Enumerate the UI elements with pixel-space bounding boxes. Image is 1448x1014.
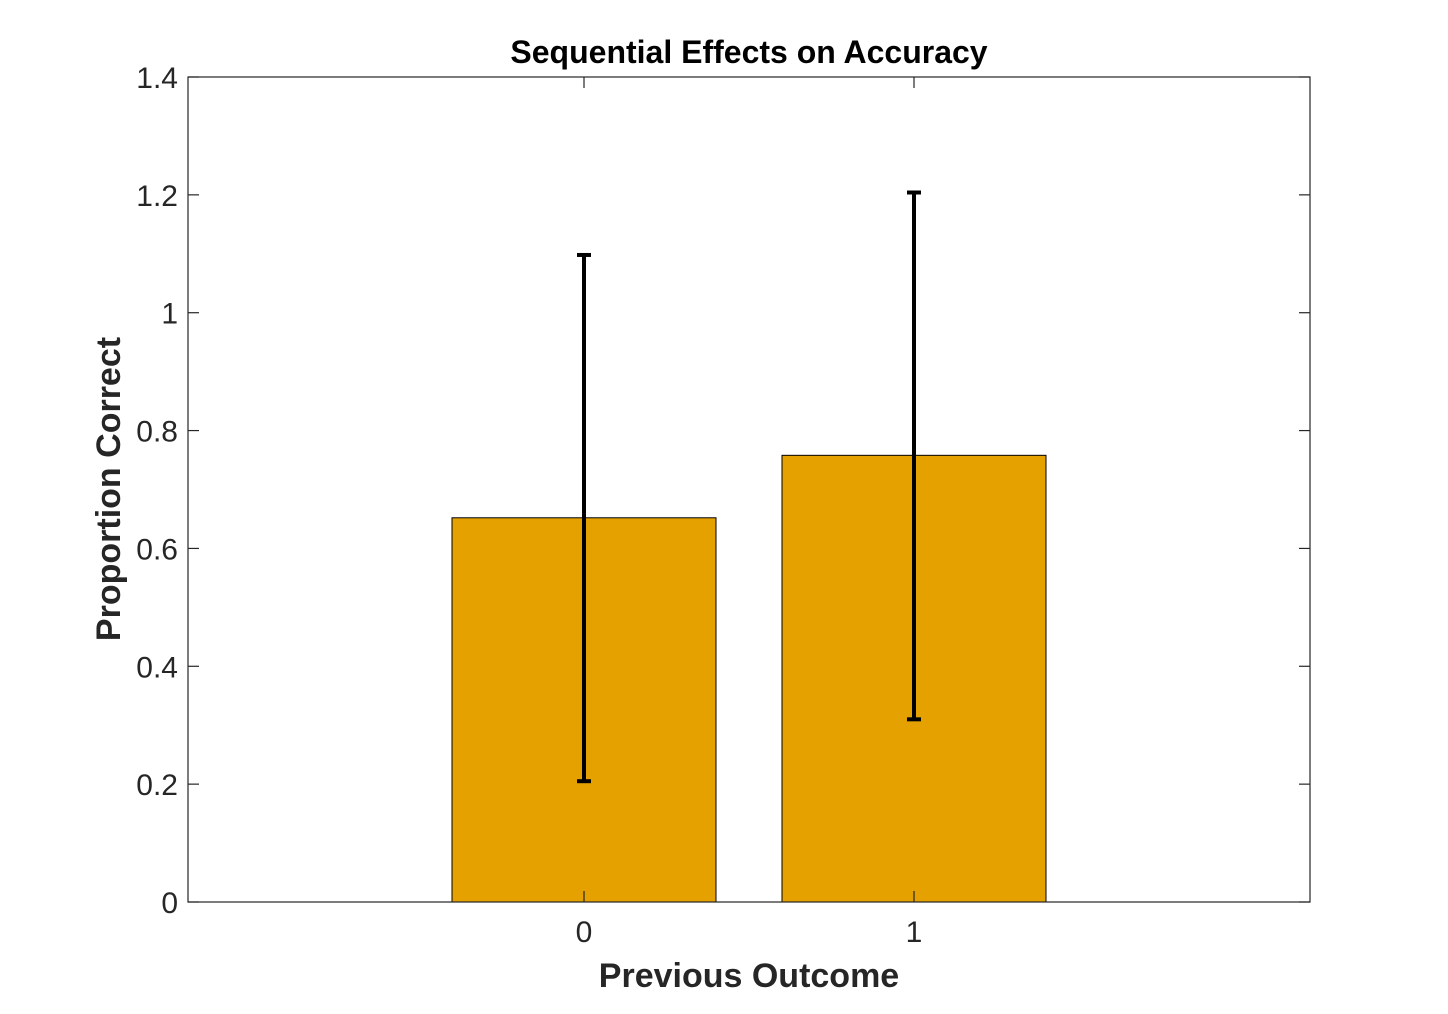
y-tick-label: 0.2 [136,769,178,802]
ticks-group [188,76,1310,903]
error-bar-1 [907,190,921,722]
y-tick-label: 1.2 [136,180,178,213]
y-tick-label: 0.4 [136,651,178,684]
error-bars-group [577,190,921,784]
x-axis-label: Previous Outcome [599,957,899,995]
y-tick-label: 1 [161,298,178,331]
chart-title: Sequential Effects on Accuracy [510,34,987,70]
y-tick-label: 0.6 [136,533,178,566]
bars-group [451,454,1047,903]
y-tick-labels: 0 0.2 0.4 0.6 0.8 1 1.2 1.4 [136,62,178,920]
y-axis-label: Proportion Correct [90,337,128,641]
plot-area [187,76,1311,903]
x-tick-label: 0 [576,916,593,949]
x-tick-label: 1 [906,916,923,949]
error-bar-0 [577,252,591,784]
y-tick-label: 0.8 [136,416,178,449]
y-tick-label: 0 [161,887,178,920]
axes-box [187,76,1311,903]
y-tick-label: 1.4 [136,62,178,95]
